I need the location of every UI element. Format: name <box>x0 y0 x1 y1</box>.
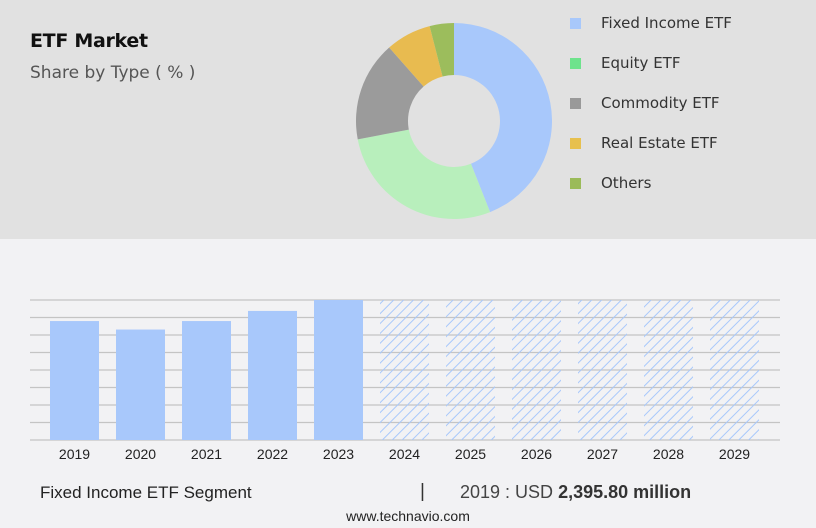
legend-swatch-icon <box>570 17 581 29</box>
x-tick-label: 2025 <box>454 446 487 462</box>
segment-label: Fixed Income ETF Segment <box>40 483 252 502</box>
bar-2022 <box>248 310 297 440</box>
donut-slice-fixed-income-etf <box>454 23 552 213</box>
forecast-bar-2024 <box>380 300 429 440</box>
forecast-bar-2028 <box>644 300 693 440</box>
legend-label: Commodity ETF <box>601 94 720 112</box>
legend-swatch-icon <box>570 177 581 189</box>
bar-2019 <box>50 321 99 440</box>
legend-swatch-icon <box>570 137 581 149</box>
legend-label: Equity ETF <box>601 54 681 72</box>
donut-chart <box>356 23 552 219</box>
x-tick-label: 2021 <box>190 446 223 462</box>
x-tick-label: 2020 <box>124 446 157 462</box>
x-tick-label: 2029 <box>718 446 751 462</box>
bar-chart <box>30 299 780 441</box>
x-tick-label: 2019 <box>58 446 91 462</box>
forecast-bar-2027 <box>578 300 627 440</box>
source-url: www.technavio.com <box>346 508 470 524</box>
x-tick-label: 2026 <box>520 446 553 462</box>
legend-item: Equity ETF <box>568 52 680 74</box>
legend-label: Fixed Income ETF <box>601 14 732 32</box>
x-tick-label: 2022 <box>256 446 289 462</box>
legend-swatch-icon <box>570 57 581 69</box>
legend-item: Others <box>568 172 651 194</box>
donut-slice-equity-etf <box>357 129 491 219</box>
donut-slice-real-estate-etf <box>389 26 443 87</box>
chart-title: ETF Market <box>30 30 148 52</box>
footer-separator: | <box>420 481 425 502</box>
legend-item: Fixed Income ETF <box>568 12 732 34</box>
legend-item: Real Estate ETF <box>568 132 718 154</box>
value-year: 2019 : USD <box>460 482 554 502</box>
value-amount: 2,395.80 million <box>558 482 692 502</box>
x-tick-label: 2027 <box>586 446 619 462</box>
forecast-bar-2029 <box>710 300 759 440</box>
x-tick-label: 2028 <box>652 446 685 462</box>
bar-2020 <box>116 329 165 440</box>
legend-item: Commodity ETF <box>568 92 720 114</box>
legend-swatch-icon <box>570 97 581 109</box>
x-tick-label: 2023 <box>322 446 355 462</box>
chart-subtitle: Share by Type ( % ) <box>30 63 196 83</box>
forecast-bar-2026 <box>512 300 561 440</box>
x-tick-label: 2024 <box>388 446 421 462</box>
bar-2021 <box>182 321 231 440</box>
donut-slice-commodity-etf <box>356 47 424 140</box>
legend-label: Real Estate ETF <box>601 134 718 152</box>
bar-2023 <box>314 300 363 440</box>
forecast-bar-2025 <box>446 300 495 440</box>
segment-value: 2019 : USD 2,395.80 million <box>460 482 691 503</box>
legend-label: Others <box>601 174 652 192</box>
donut-slice-others <box>429 23 454 77</box>
